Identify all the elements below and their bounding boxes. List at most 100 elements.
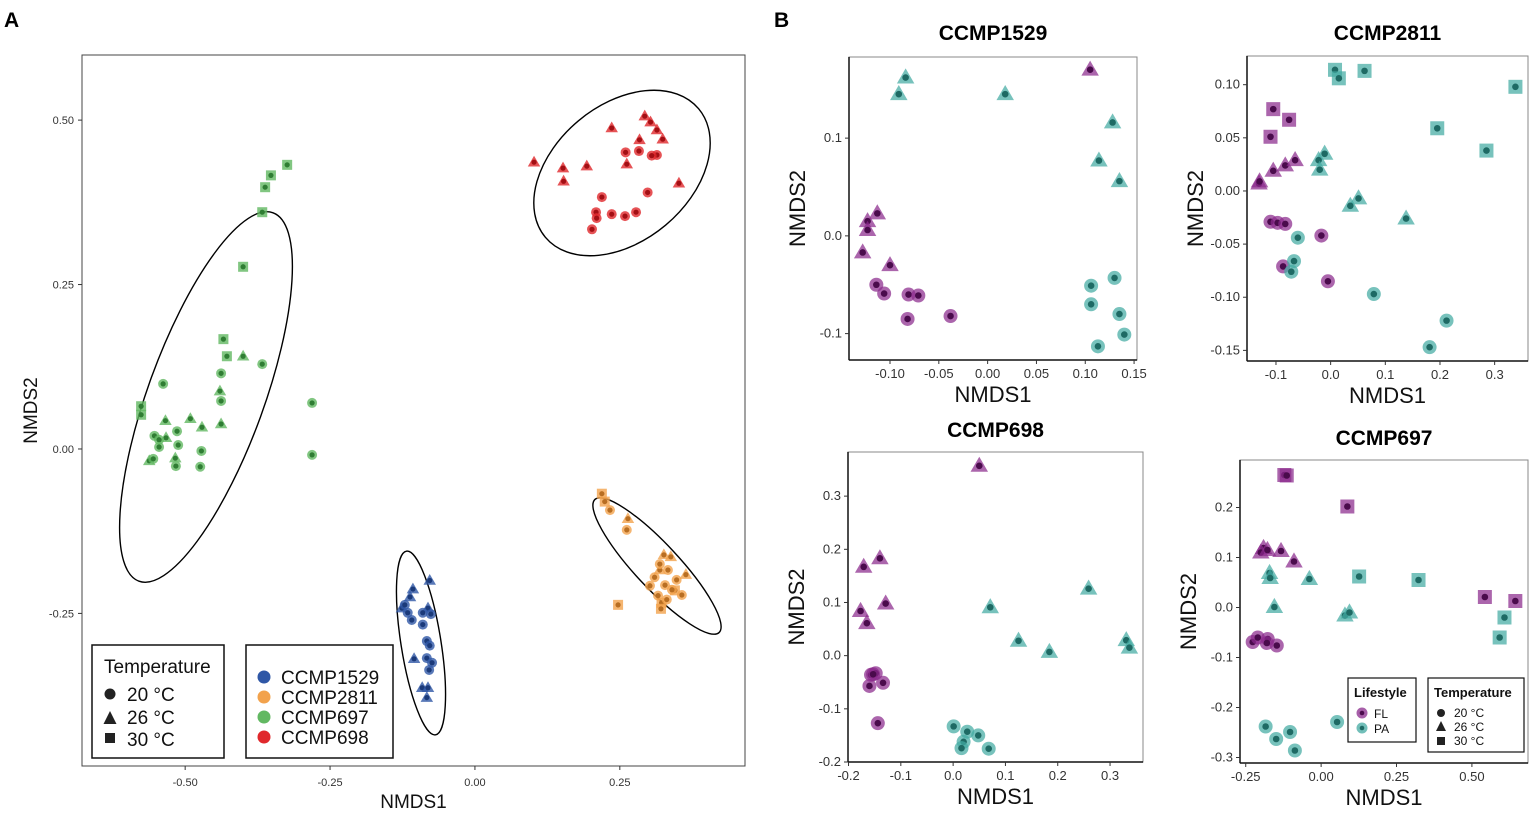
marker-center-dot: [1126, 644, 1133, 651]
marker-center-dot: [1267, 133, 1274, 141]
data-point: [911, 288, 926, 303]
data-point: [1261, 568, 1279, 584]
data-point: [1411, 573, 1426, 587]
chart-panel-b2: -0.1 0.0 0.1 0.2 0.3 -0.15 -0.10 -0.05 0.00 0.05 0…: [1183, 22, 1529, 408]
marker-center-dot: [609, 125, 615, 131]
data-point: [943, 309, 958, 324]
marker-center-dot: [866, 682, 873, 690]
data-point: [981, 741, 996, 756]
data-point: [620, 157, 634, 169]
triangle-marker-icon: [1436, 721, 1446, 731]
series-ccmp697-20-c: [148, 359, 318, 472]
data-point: [170, 461, 181, 472]
data-point: [620, 211, 631, 222]
legend-label: CCMP2811: [281, 688, 378, 709]
marker-center-dot: [220, 336, 227, 342]
data-point: [1314, 228, 1329, 243]
marker-center-dot: [1291, 747, 1299, 754]
legend-title: Temperature: [1434, 685, 1512, 700]
data-point: [1269, 732, 1284, 746]
marker-center-dot: [1001, 90, 1009, 98]
marker-center-dot: [218, 370, 224, 376]
data-point: [890, 85, 908, 101]
data-point: [417, 607, 428, 618]
data-point: [1352, 569, 1367, 584]
y-tick-label: 0.1: [823, 594, 841, 609]
data-point: [970, 456, 989, 472]
y-tick-label: -0.05: [1210, 236, 1240, 251]
data-point: [858, 220, 877, 236]
data-point: [877, 286, 892, 301]
marker-center-dot: [669, 587, 675, 593]
circle-marker-icon: [1437, 709, 1445, 717]
marker-center-dot: [662, 582, 668, 588]
marker-center-dot: [284, 162, 290, 168]
marker-center-dot: [162, 418, 169, 424]
marker-center-dot: [429, 660, 435, 666]
marker-center-dot: [405, 610, 411, 616]
data-point: [1397, 209, 1415, 225]
data-point: [154, 442, 165, 453]
marker-center-dot: [198, 448, 204, 454]
marker-center-dot: [636, 148, 642, 154]
chart-panel-a: -0.50 -0.25 0.00 0.25 -0.25 0.00 0.25 0.50 NMDS1…: [21, 54, 746, 813]
marker-center-dot: [664, 596, 670, 603]
data-point: [631, 207, 642, 218]
y-axis-title: NMDS2: [1183, 170, 1208, 247]
marker-center-dot: [1087, 300, 1095, 308]
marker-center-dot: [427, 577, 433, 584]
data-point: [638, 109, 651, 121]
marker-center-dot: [679, 592, 685, 598]
legend-label: 20 °C: [1454, 706, 1484, 720]
legend-label: CCMP1529: [281, 668, 379, 689]
marker-center-dot: [425, 685, 431, 691]
chart-title: CCMP2811: [1334, 22, 1442, 45]
data-point: [1265, 597, 1284, 613]
data-point: [1284, 264, 1299, 279]
x-tick-label: -0.25: [1231, 769, 1261, 784]
marker-center-dot: [424, 655, 430, 661]
marker-center-dot: [1285, 116, 1293, 124]
marker-center-dot: [864, 226, 871, 234]
legend-title: Temperature: [104, 657, 211, 678]
data-point: [604, 505, 615, 516]
confidence-ellipse: [118, 211, 294, 583]
data-point: [1340, 499, 1355, 514]
data-point: [265, 170, 276, 181]
legend-label: FL: [1374, 707, 1388, 721]
y-tick-label: 0.2: [823, 541, 841, 556]
marker-center-dot: [874, 719, 882, 727]
y-tick-label: 0.0: [823, 648, 841, 663]
marker-center-dot: [150, 456, 156, 462]
marker-center-dot: [1116, 177, 1123, 185]
series-ccmp698-20-c: [587, 146, 662, 235]
marker-center-dot: [1355, 573, 1363, 580]
chart-panel-b3: -0.2 -0.1 0.0 0.1 0.2 0.3 -0.2 -0.1 0.0 0.1 0.2 0.3…: [784, 419, 1144, 809]
marker-center-dot: [309, 452, 315, 458]
plot-border: [848, 56, 1138, 361]
marker-center-dot: [240, 353, 246, 359]
data-point: [1349, 189, 1368, 205]
data-point: [218, 334, 229, 345]
y-tick-label: 0.10: [1215, 77, 1240, 92]
data-point: [1278, 216, 1293, 231]
data-point: [1107, 270, 1122, 285]
x-tick-label: 0.0: [1322, 367, 1340, 382]
data-point: [1283, 725, 1298, 739]
data-point: [307, 449, 318, 460]
marker-center-dot: [657, 561, 663, 567]
x-tick-label: 0.05: [1024, 366, 1049, 381]
series-fl-26-c: [1250, 151, 1304, 190]
marker-center-dot: [974, 732, 982, 739]
marker-center-dot: [1512, 597, 1519, 605]
data-point: [148, 453, 159, 464]
y-tick-label: -0.3: [1211, 750, 1233, 765]
x-axis-title: NMDS1: [380, 792, 447, 813]
data-point: [876, 675, 891, 690]
y-tick-label: -0.1: [819, 701, 841, 716]
data-point: [213, 384, 227, 396]
data-point: [1290, 230, 1305, 245]
y-tick-label: 0.25: [53, 280, 74, 292]
marker-center-dot: [424, 694, 430, 701]
data-point: [870, 716, 885, 731]
